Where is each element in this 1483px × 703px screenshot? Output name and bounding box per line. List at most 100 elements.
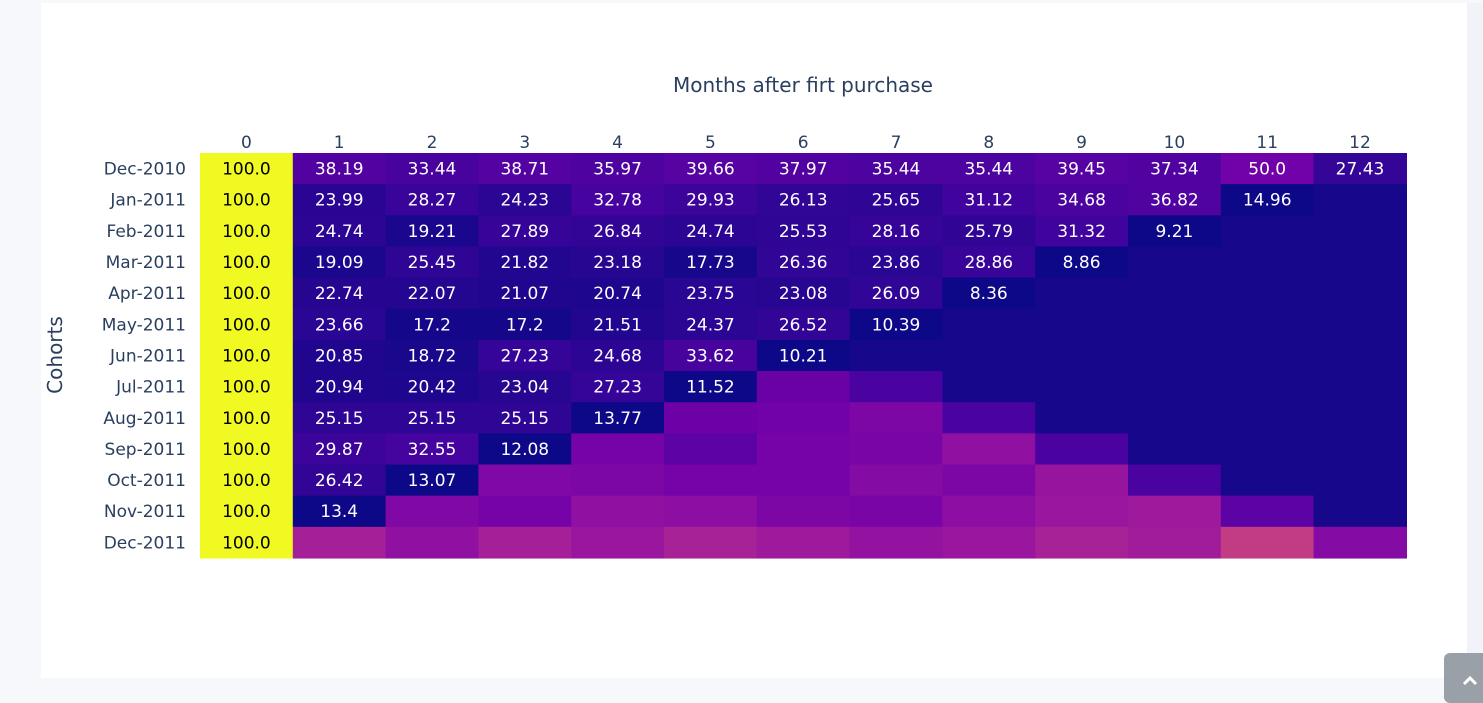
heatmap-cell xyxy=(1035,526,1129,559)
heatmap-cell xyxy=(478,308,572,341)
heatmap-cell xyxy=(292,339,387,372)
heatmap-cell xyxy=(1313,371,1407,403)
y-tick-label: Mar-2011 xyxy=(106,253,186,273)
x-tick-label: 8 xyxy=(983,133,994,153)
heatmap-cell xyxy=(200,308,294,341)
heatmap-cell xyxy=(664,339,758,372)
heatmap-cell xyxy=(385,526,479,559)
heatmap-cell xyxy=(1313,153,1407,185)
cell-value-label: 26.52 xyxy=(779,315,828,335)
heatmap-cell xyxy=(1128,308,1222,341)
heatmap-cell xyxy=(478,277,572,310)
heatmap-cell xyxy=(1128,339,1222,372)
heatmap-cell xyxy=(1128,526,1222,559)
heatmap-cell xyxy=(1313,277,1407,310)
cell-value-label: 39.45 xyxy=(1057,160,1106,180)
heatmap-cell xyxy=(571,277,665,310)
y-tick-label: Jul-2011 xyxy=(115,378,186,398)
heatmap-cell xyxy=(571,308,665,341)
heatmap-cell xyxy=(200,371,294,403)
cell-value-label: 21.82 xyxy=(500,253,549,273)
heatmap-cell xyxy=(1220,339,1315,372)
heatmap-cell xyxy=(756,246,851,279)
cell-value-label: 10.39 xyxy=(872,315,921,335)
x-tick-label: 4 xyxy=(612,133,623,153)
y-tick-label: Jan-2011 xyxy=(109,191,186,211)
cell-value-label: 25.65 xyxy=(872,191,921,211)
heatmap-cell xyxy=(385,371,479,403)
heatmap-cell xyxy=(200,153,294,185)
heatmap-cell xyxy=(756,277,851,310)
cell-value-label: 18.72 xyxy=(408,346,457,366)
cell-value-label: 26.36 xyxy=(779,253,828,273)
x-tick-label: 6 xyxy=(798,133,809,153)
heatmap-cell xyxy=(1220,371,1315,403)
heatmap-cell xyxy=(756,153,851,185)
x-tick-label: 5 xyxy=(705,133,716,153)
scroll-to-top-button[interactable] xyxy=(1444,653,1483,703)
cell-value-label: 34.68 xyxy=(1057,191,1106,211)
heatmap-cell xyxy=(1035,371,1129,403)
heatmap-cell xyxy=(200,339,294,372)
heatmap-cell xyxy=(1313,464,1407,497)
x-tick-label: 11 xyxy=(1256,133,1278,153)
heatmap-cell xyxy=(1313,246,1407,279)
heatmap-cell xyxy=(849,495,943,528)
heatmap-cell xyxy=(942,246,1036,279)
cell-value-label: 27.89 xyxy=(500,222,549,242)
cell-value-label: 37.34 xyxy=(1150,160,1199,180)
heatmap-cell xyxy=(942,184,1036,216)
cell-value-label: 100.0 xyxy=(222,284,271,304)
heatmap-cell xyxy=(756,184,851,216)
heatmap-cell xyxy=(849,339,943,372)
cell-value-label: 26.84 xyxy=(593,222,642,242)
cell-value-label: 20.42 xyxy=(408,378,457,398)
x-tick-labels: 0 1 2 3 4 5 6 7 8 9 10 11 12 xyxy=(241,133,1371,153)
heatmap-cell xyxy=(292,277,387,310)
cell-value-label: 35.97 xyxy=(593,160,642,180)
cell-value-label: 20.85 xyxy=(315,346,364,366)
heatmap-cell xyxy=(942,277,1036,310)
heatmap-cell xyxy=(1220,402,1315,434)
cell-value-label: 8.36 xyxy=(970,284,1008,304)
cell-value-label: 32.78 xyxy=(593,191,642,211)
heatmap-cell xyxy=(664,371,758,403)
heatmap-cell xyxy=(1128,153,1222,185)
heatmap-cell xyxy=(1035,433,1129,466)
cell-value-label: 23.99 xyxy=(315,191,364,211)
heatmap-cell xyxy=(385,308,479,341)
heatmap-cell xyxy=(1220,153,1315,185)
heatmap-cell xyxy=(200,215,294,248)
x-tick-label: 1 xyxy=(334,133,345,153)
cell-value-label: 20.94 xyxy=(315,378,364,398)
heatmap-cell xyxy=(1035,277,1129,310)
cell-value-label: 23.75 xyxy=(686,284,735,304)
heatmap-cell xyxy=(292,371,387,403)
y-tick-label: Aug-2011 xyxy=(103,409,186,429)
heatmap-cell xyxy=(571,526,665,559)
heatmap-cell xyxy=(942,371,1036,403)
cell-value-label: 31.12 xyxy=(964,191,1013,211)
heatmap-cell xyxy=(1220,184,1315,216)
heatmap-cell xyxy=(1035,339,1129,372)
cell-value-label: 38.71 xyxy=(500,160,549,180)
heatmap-cell xyxy=(756,371,851,403)
heatmap-cell xyxy=(1035,184,1129,216)
cell-value-label: 17.2 xyxy=(413,315,451,335)
heatmap-cell xyxy=(571,371,665,403)
x-tick-label: 12 xyxy=(1349,133,1371,153)
heatmap-cell xyxy=(1313,308,1407,341)
heatmap-cell xyxy=(200,184,294,216)
heatmap-cell xyxy=(942,464,1036,497)
cell-value-label: 9.21 xyxy=(1155,222,1193,242)
cell-value-label: 28.27 xyxy=(408,191,457,211)
cell-value-label: 100.0 xyxy=(222,409,271,429)
heatmap-cell xyxy=(1313,433,1407,466)
heatmap-cell xyxy=(292,184,387,216)
cell-value-label: 39.66 xyxy=(686,160,735,180)
heatmap-cell xyxy=(571,215,665,248)
heatmap-cell xyxy=(571,246,665,279)
cell-value-label: 25.15 xyxy=(315,409,364,429)
heatmap-cell xyxy=(1220,277,1315,310)
heatmap-cell xyxy=(849,308,943,341)
